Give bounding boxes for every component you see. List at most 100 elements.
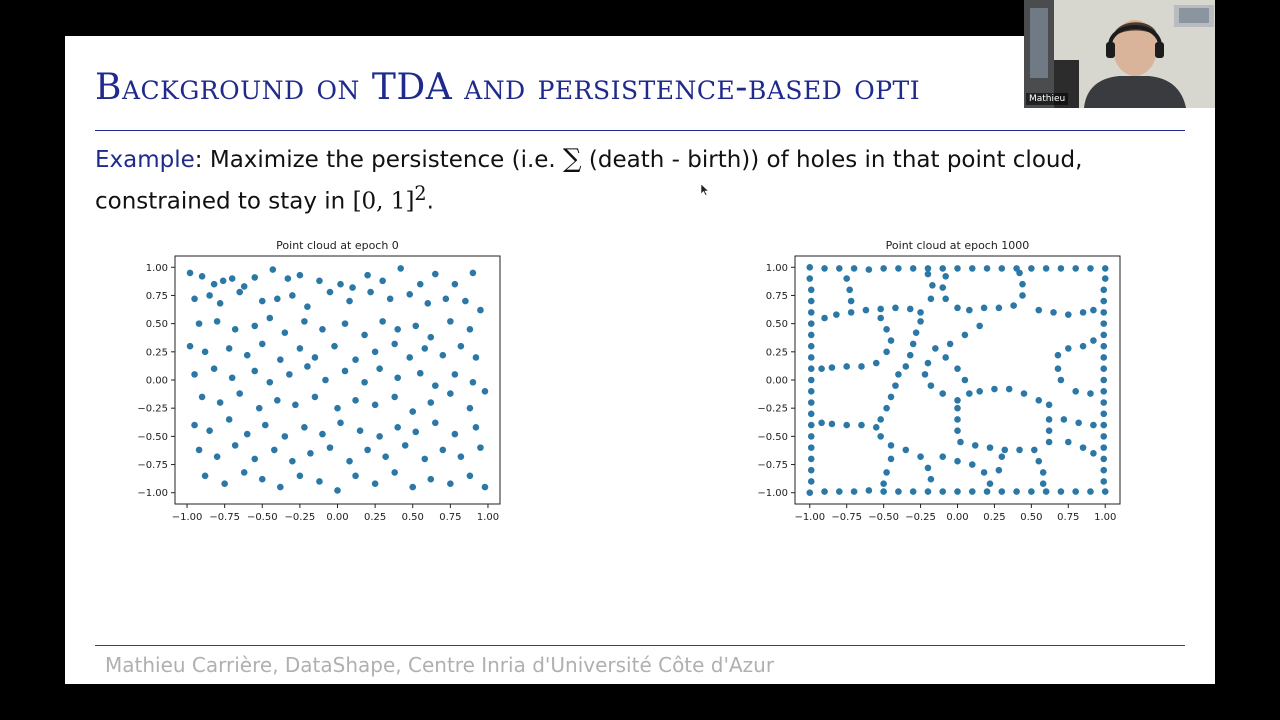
scatter-point xyxy=(1087,265,1094,272)
scatter-point xyxy=(1100,286,1108,294)
participant-name-label: Mathieu xyxy=(1026,93,1069,105)
scatter-point xyxy=(334,487,341,494)
x-tick-label: −1.00 xyxy=(794,512,825,523)
x-tick-label: 0.00 xyxy=(326,512,348,523)
scatter-point xyxy=(304,303,311,311)
scatter-point xyxy=(1100,478,1108,485)
scatter-point xyxy=(269,266,277,273)
scatter-point xyxy=(210,280,218,288)
y-tick-label: 0.50 xyxy=(146,319,168,330)
scatter-point xyxy=(371,480,379,488)
scatter-point xyxy=(807,399,815,406)
webcam-thumbnail[interactable]: Mathieu xyxy=(1024,0,1215,108)
scatter-point xyxy=(301,424,308,431)
scatter-point xyxy=(322,376,329,384)
footer-divider xyxy=(95,645,1185,646)
scatter-point xyxy=(221,480,228,488)
x-tick-label: 1.00 xyxy=(477,512,499,523)
scatter-point xyxy=(394,325,401,333)
x-tick-label: −0.25 xyxy=(285,512,316,523)
scatter-point xyxy=(939,390,947,397)
scatter-point xyxy=(942,272,949,280)
scatter-point xyxy=(406,291,414,298)
scatter-point xyxy=(266,378,274,386)
scatter-point xyxy=(277,356,284,364)
scatter-point xyxy=(195,446,203,454)
scatter-point xyxy=(976,387,983,395)
x-tick-label: 0.25 xyxy=(364,512,386,523)
scatter-point xyxy=(1057,265,1065,272)
scatter-point xyxy=(361,331,368,339)
scatter-point xyxy=(447,318,454,325)
x-tick-label: 0.50 xyxy=(402,512,424,523)
scatter-point xyxy=(807,410,815,418)
scatter-point xyxy=(240,283,248,290)
scatter-point xyxy=(432,382,439,389)
scatter-point xyxy=(255,404,263,412)
scatter-point xyxy=(1101,488,1109,495)
scatter-point xyxy=(379,318,386,325)
scatter-point xyxy=(1090,337,1097,344)
scatter-point xyxy=(954,488,961,495)
scatter-point xyxy=(1035,306,1043,314)
scatter-point xyxy=(968,488,976,495)
scatter-point xyxy=(850,265,858,272)
scatter-point xyxy=(877,433,884,440)
scatter-point xyxy=(927,295,935,303)
scatter-point xyxy=(995,304,1003,312)
scatter-point xyxy=(346,457,353,465)
scatter-point xyxy=(371,401,379,409)
scatter-point xyxy=(807,421,815,429)
scatter-point xyxy=(240,469,248,476)
scatter-point xyxy=(1079,309,1087,316)
scatter-point xyxy=(367,288,374,296)
scatter-point xyxy=(1019,292,1026,299)
scatter-point xyxy=(341,320,349,327)
scatter-point xyxy=(1101,275,1109,282)
scatter-point xyxy=(1079,342,1087,350)
scatter-point xyxy=(281,329,289,336)
scatter-point xyxy=(828,364,836,371)
scatter-point xyxy=(942,354,949,361)
scatter-point xyxy=(304,363,311,370)
sum-symbol: ∑ xyxy=(563,144,582,174)
example-label: Example xyxy=(95,147,195,173)
y-tick-label: 0.50 xyxy=(766,319,788,330)
scatter-point xyxy=(954,265,961,272)
scatter-point xyxy=(1101,265,1109,272)
scatter-point xyxy=(319,430,326,438)
scatter-point xyxy=(477,444,484,451)
scatter-point xyxy=(939,453,947,460)
scatter-point xyxy=(274,396,281,404)
scatter-point xyxy=(391,469,398,476)
x-tick-label: 0.00 xyxy=(946,512,968,523)
scatter-point xyxy=(966,306,973,314)
scatter-point xyxy=(921,371,929,378)
scatter-point xyxy=(883,325,890,333)
scatter-point xyxy=(1087,390,1094,397)
scatter-point xyxy=(346,297,353,305)
scatter-point xyxy=(352,472,359,480)
scatter-plot-epoch-1000: Point cloud at epoch 1000 −1.00 −0.75 −0.50… xyxy=(757,239,1121,523)
scatter-point xyxy=(296,472,304,480)
scatter-point xyxy=(1072,488,1079,495)
plot-frame xyxy=(174,255,501,505)
slide-title: Background on TDA and persistence-based … xyxy=(95,67,921,108)
scatter-point xyxy=(195,320,203,327)
scatter-point xyxy=(954,427,961,435)
scatter-point xyxy=(986,444,994,451)
scatter-point xyxy=(957,438,964,446)
scatter-point xyxy=(924,488,932,495)
scatter-point xyxy=(213,453,221,460)
y-tick-label: 1.00 xyxy=(146,263,168,274)
scatter-point xyxy=(1100,331,1108,339)
scatter-point xyxy=(427,475,435,483)
scatter-point xyxy=(1013,488,1020,495)
scatter-point xyxy=(1100,466,1108,474)
scatter-point xyxy=(316,277,323,285)
scatter-point xyxy=(284,275,292,282)
scatter-point xyxy=(821,314,828,322)
scatter-point xyxy=(1100,387,1108,395)
scatter-point xyxy=(895,265,902,272)
scatter-point xyxy=(311,354,319,361)
